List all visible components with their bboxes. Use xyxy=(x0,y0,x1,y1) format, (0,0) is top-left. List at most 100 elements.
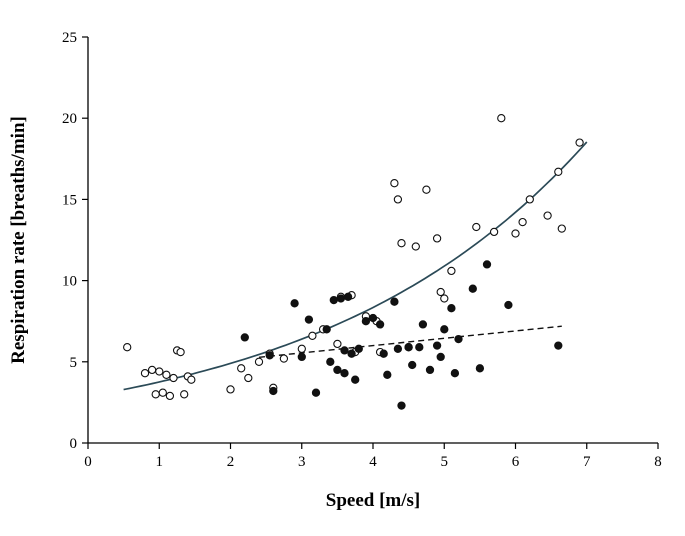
x-tick-label: 3 xyxy=(298,454,306,470)
filled-circles-point xyxy=(504,300,513,310)
open-circles-point xyxy=(297,344,306,353)
x-tick-label: 7 xyxy=(583,454,591,470)
open-circles-point xyxy=(180,390,189,399)
linear-fit-filled-circles-curve xyxy=(258,325,562,358)
open-circles-point xyxy=(176,347,185,357)
filled-circles-point xyxy=(440,325,449,334)
open-circles-point xyxy=(390,179,399,188)
filled-circles-point xyxy=(447,304,456,313)
filled-circles-point xyxy=(322,325,331,334)
filled-circles-point xyxy=(333,365,342,375)
filled-circles-point xyxy=(425,365,435,375)
filled-circles-point xyxy=(340,369,349,378)
filled-circles-point xyxy=(450,369,460,378)
filled-circles-point xyxy=(326,357,335,366)
open-circles-point xyxy=(244,373,253,383)
open-circles-point xyxy=(525,195,534,204)
filled-circles-point xyxy=(347,349,356,358)
x-tick-label: 1 xyxy=(156,454,164,470)
filled-circles-point xyxy=(418,320,428,329)
y-axis-label: Respiration rate [breaths/min] xyxy=(8,116,29,364)
filled-circles-point xyxy=(415,343,424,352)
open-circles-point xyxy=(411,242,420,251)
open-circles-point xyxy=(226,385,235,394)
open-circles-point xyxy=(436,287,445,297)
x-tick-label: 6 xyxy=(512,454,520,470)
open-circles-point xyxy=(397,239,406,248)
filled-circles-point xyxy=(343,292,353,301)
filled-circles-point xyxy=(351,375,360,384)
x-tick-label: 8 xyxy=(654,454,662,470)
filled-circles-point xyxy=(475,364,485,373)
filled-circles-point xyxy=(468,284,477,293)
y-tick-label: 20 xyxy=(62,111,77,127)
x-tick-label: 4 xyxy=(369,454,377,470)
filled-circles-point xyxy=(383,370,392,379)
open-circles-point xyxy=(169,373,178,383)
filled-circles-point xyxy=(290,299,299,308)
open-circles-point xyxy=(393,195,403,204)
open-circles-point xyxy=(165,391,175,401)
filled-circles-point xyxy=(336,294,346,303)
filled-circles-point xyxy=(554,341,563,350)
open-circles-point xyxy=(147,365,157,375)
exponential-fit-open-circles-curve xyxy=(123,141,588,391)
plot-content: 0 1 2 3 4 5 6 7 8 0 5 10 15 20 25 xyxy=(62,30,662,470)
filled-circles-point xyxy=(375,320,385,329)
y-tick-label: 0 xyxy=(70,436,78,452)
open-circles-point xyxy=(308,331,317,340)
y-tick-label: 15 xyxy=(62,192,77,208)
filled-circles-point xyxy=(408,360,417,370)
open-circles-point xyxy=(187,375,196,384)
filled-circles-point xyxy=(361,317,371,326)
open-circles-point xyxy=(158,388,167,397)
open-circles-point xyxy=(511,229,520,238)
open-circles-point xyxy=(472,222,481,232)
filled-circles-point xyxy=(368,313,378,323)
open-circles-point xyxy=(447,266,456,276)
open-circles-point xyxy=(543,211,552,220)
open-circles-point xyxy=(162,370,171,379)
filled-circles-point xyxy=(340,346,349,355)
y-tick-label: 5 xyxy=(70,355,78,371)
open-circles-point xyxy=(489,227,499,237)
open-circles-point xyxy=(518,217,527,227)
open-circles-point xyxy=(279,354,289,363)
open-circles-point xyxy=(333,339,342,349)
open-circles-point xyxy=(432,234,442,243)
filled-circles-point xyxy=(436,352,445,362)
open-circles-point xyxy=(575,138,584,147)
x-tick-label: 5 xyxy=(441,454,449,470)
open-circles-point xyxy=(254,357,264,366)
open-circles-point xyxy=(554,167,563,176)
filled-circles-point xyxy=(265,351,274,360)
filled-circles-point xyxy=(297,352,306,362)
filled-circles-point xyxy=(379,349,388,358)
filled-circles-point xyxy=(329,295,338,305)
x-tick-label: 0 xyxy=(84,454,92,470)
open-circles-point xyxy=(123,343,132,352)
filled-circles-point xyxy=(393,344,403,353)
filled-circles-point xyxy=(397,401,406,410)
y-tick-label: 10 xyxy=(62,274,77,290)
x-axis-label: Speed [m/s] xyxy=(326,490,420,511)
x-tick-label: 2 xyxy=(227,454,235,470)
open-circles-point xyxy=(151,390,160,399)
open-circles-point xyxy=(440,294,449,303)
filled-circles-point xyxy=(432,341,442,350)
open-circles-point xyxy=(155,367,164,376)
filled-circles-point xyxy=(269,386,278,396)
filled-circles-point xyxy=(482,260,492,269)
filled-circles-point xyxy=(240,333,249,342)
open-circles-point xyxy=(140,369,150,378)
filled-circles-point xyxy=(311,388,321,397)
open-circles-point xyxy=(557,224,566,233)
filled-circles-point xyxy=(304,315,314,324)
filled-circles-point xyxy=(390,297,399,306)
y-tick-label: 25 xyxy=(62,30,77,46)
open-circles-point xyxy=(422,185,431,194)
filled-circles-point xyxy=(354,344,363,353)
open-circles-point xyxy=(237,364,246,373)
